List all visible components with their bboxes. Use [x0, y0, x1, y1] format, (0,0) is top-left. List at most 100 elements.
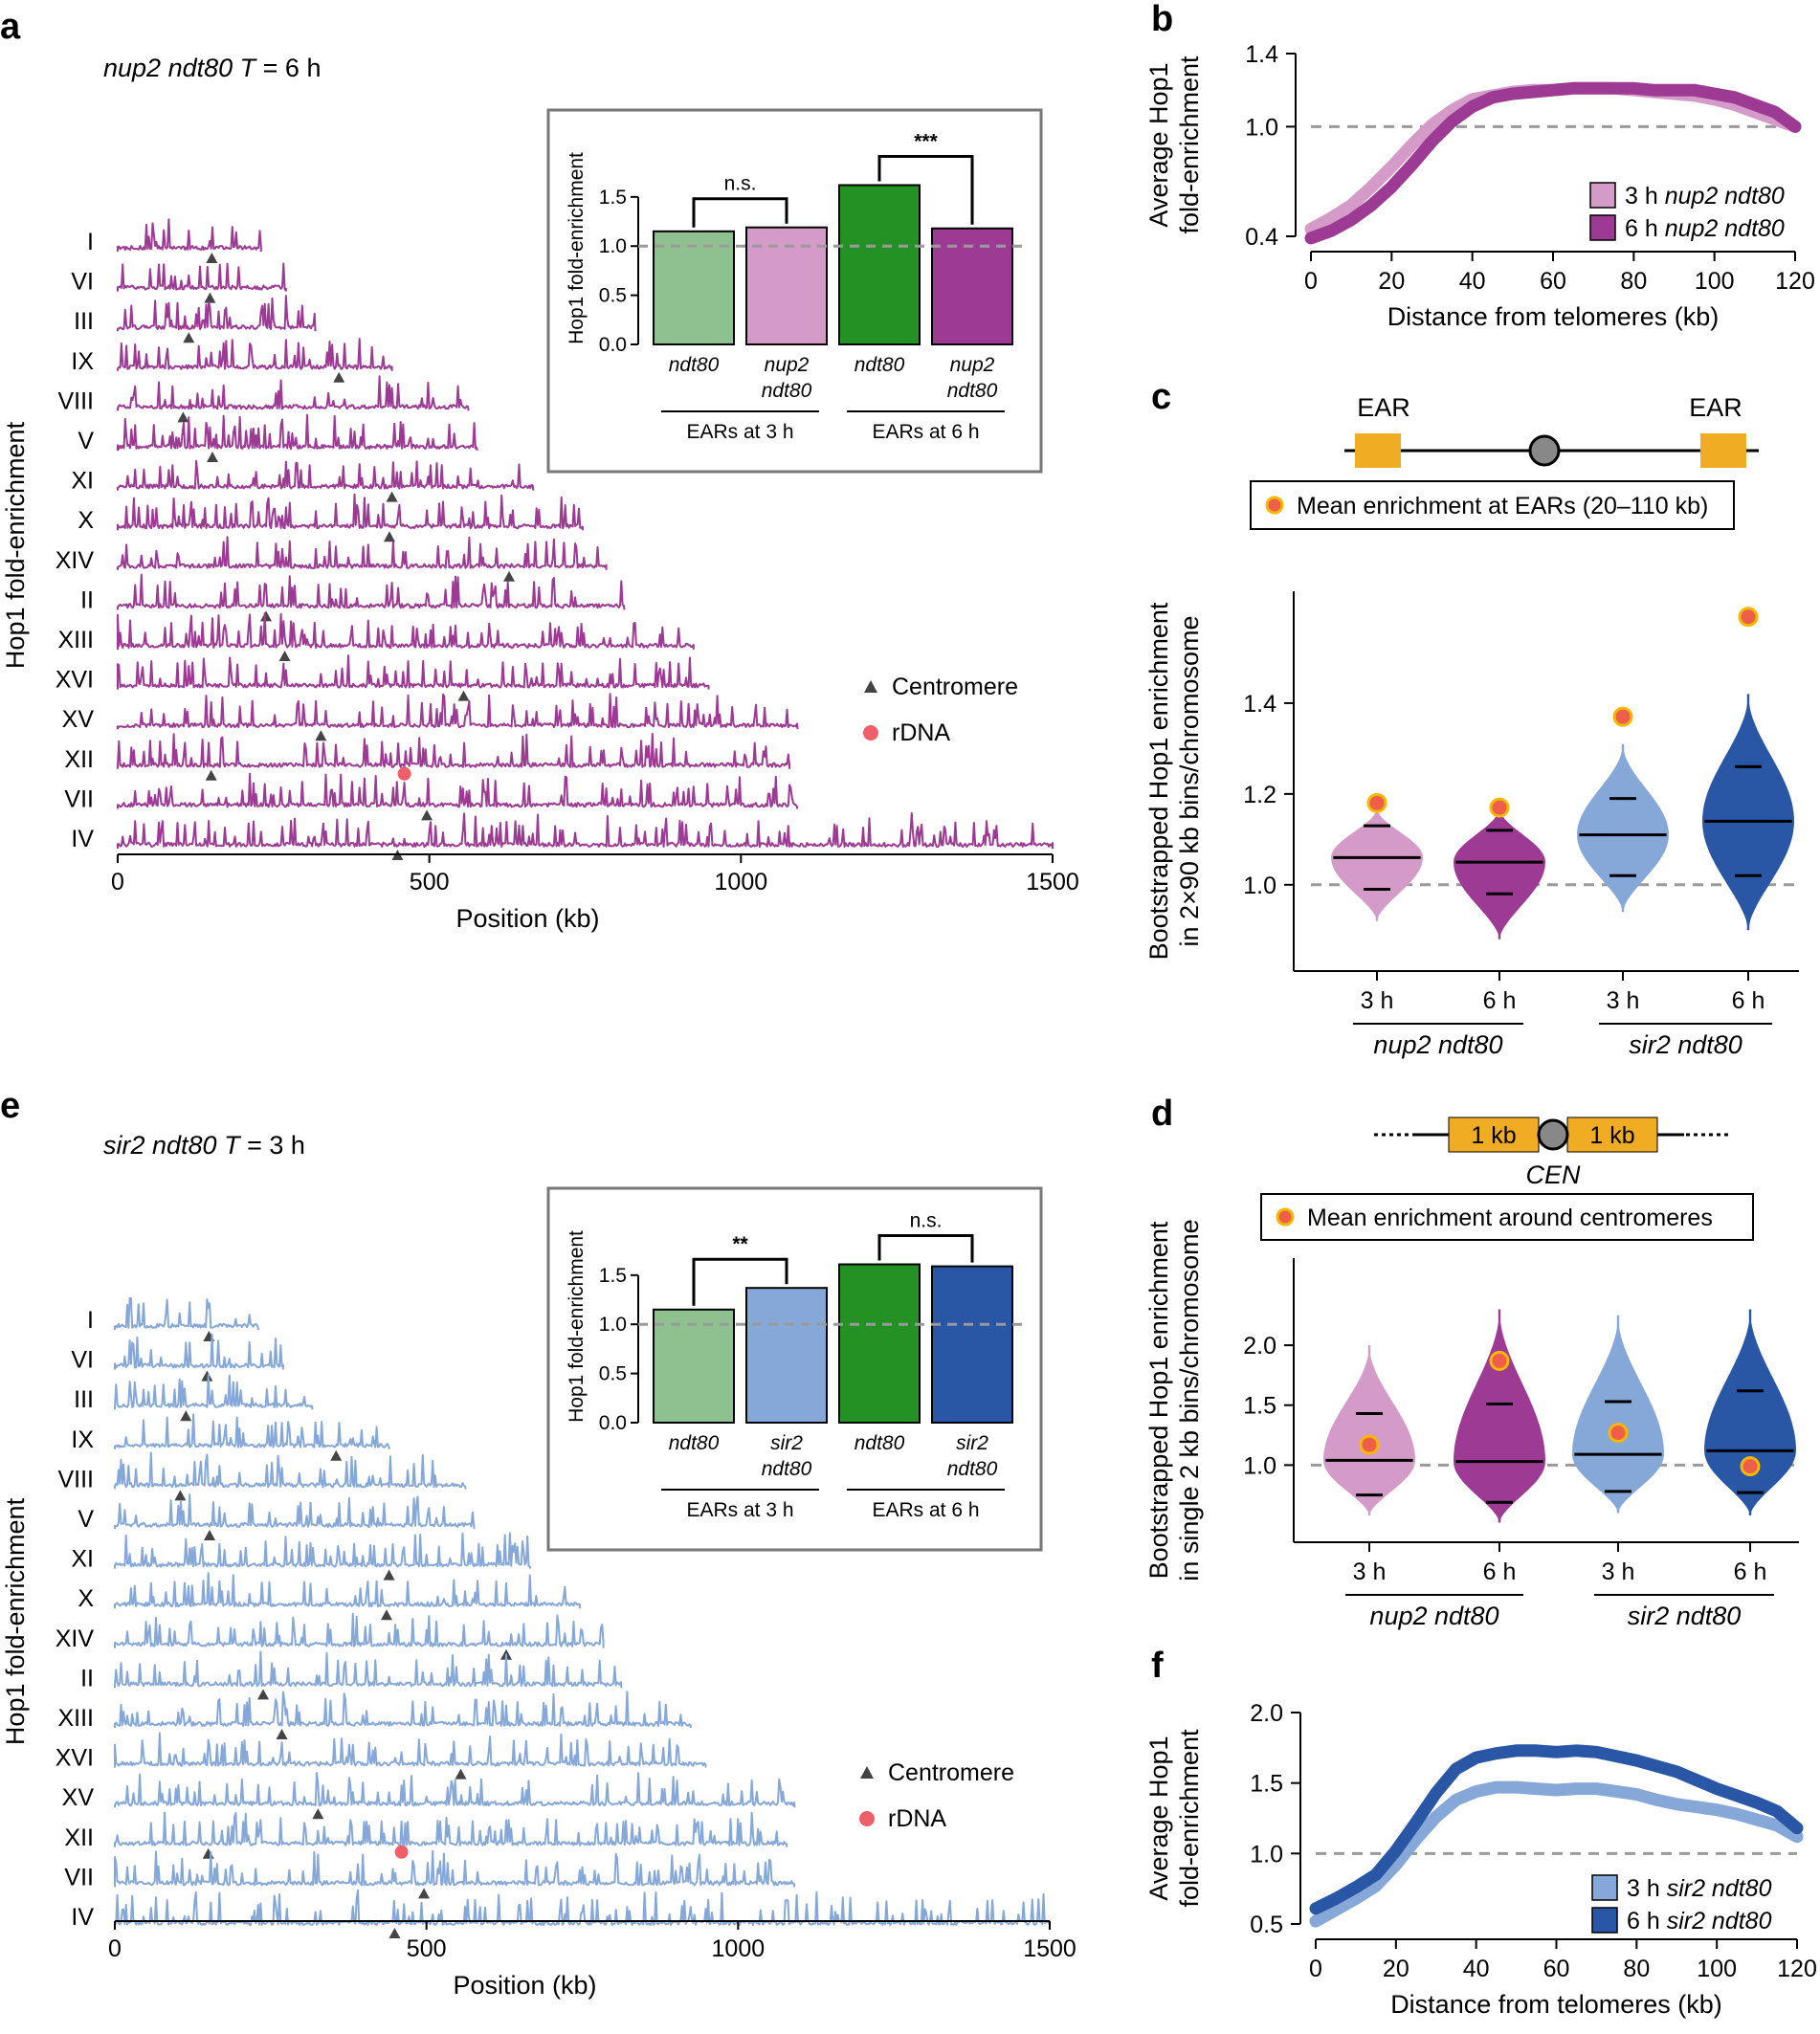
- schematic-kb-block: [1448, 1116, 1540, 1153]
- chromosome-label-X: X: [78, 1585, 94, 1612]
- chromosome-track-XI: [117, 459, 535, 491]
- data-point: [1672, 88, 1676, 93]
- data-point: [1571, 86, 1576, 91]
- panel-a-inset: Hop1 fold-enrichment 0.0 0.5 1.0 1.5 n.s. *** n…: [546, 108, 1043, 474]
- chromosome-label-III: III: [74, 308, 94, 335]
- x-tick-label: 100: [1697, 1956, 1737, 1982]
- inset-category-label: ndt80: [762, 1458, 812, 1480]
- inset-y-tick-label: 0.0: [599, 1412, 627, 1434]
- centromere-marker: [312, 1808, 324, 1820]
- panel-d: d 1 kb 1 kb CEN Mean enrichment around centr…: [1144, 1094, 1799, 1630]
- violin-body: [1323, 1345, 1415, 1515]
- legend-label: 3 h sir2 ndt80: [1627, 1875, 1772, 1902]
- legend-centromere-label: Centromere: [892, 674, 1018, 700]
- chromosome-label-II: II: [80, 1665, 94, 1691]
- violin-mean-point: [1489, 797, 1510, 818]
- chromosome-track-VII: [114, 1849, 795, 1888]
- inset-bar: [838, 184, 921, 345]
- panel-title-part: = 3 h: [240, 1131, 305, 1160]
- centromere-marker: [204, 1530, 216, 1540]
- violin-mean-point: [1738, 607, 1759, 628]
- violin-body: [1704, 1309, 1796, 1515]
- violin-mean-point: [1489, 1350, 1510, 1371]
- data-point: [1634, 1792, 1639, 1797]
- centromere-marker: [202, 1847, 214, 1859]
- chromosome-label-I: I: [87, 229, 94, 255]
- inset-category-label: ndt80: [947, 380, 998, 402]
- data-point: [1594, 1786, 1599, 1791]
- schematic-centromere: [1528, 434, 1561, 467]
- legend-rdna-symbol: [859, 1811, 875, 1826]
- legend-swatch: [1589, 214, 1616, 241]
- centromere-marker: [180, 1410, 192, 1422]
- legend-label: 6 h sir2 ndt80: [1627, 1908, 1772, 1935]
- inset-category-label: ndt80: [762, 380, 812, 402]
- panel-title-part: nup2 ndt80: [103, 54, 233, 82]
- chromosome-label-IX: IX: [71, 348, 94, 375]
- centromere-marker: [383, 1569, 395, 1581]
- centromere-marker: [386, 491, 398, 502]
- chromosome-track-III: [117, 295, 317, 332]
- chromosome-label-X: X: [78, 507, 94, 534]
- data-point: [1309, 227, 1313, 232]
- data-point: [1314, 1919, 1318, 1924]
- data-point: [1735, 1812, 1740, 1817]
- data-point: [1772, 110, 1777, 115]
- data-point: [1474, 1789, 1478, 1794]
- data-point: [1574, 1748, 1579, 1753]
- inset-significance-bracket: [692, 1257, 788, 1306]
- x-tick-label: 0: [1309, 1956, 1322, 1982]
- data-point: [1534, 1786, 1539, 1791]
- y-tick-label: 1.2: [1243, 782, 1276, 808]
- legend-label-part: sir2 ndt80: [1667, 1875, 1772, 1902]
- chromosome-label-XI: XI: [71, 1546, 94, 1573]
- x-tick-label: 40: [1463, 1956, 1490, 1982]
- data-point: [1732, 95, 1737, 99]
- legend-swatch: [1589, 182, 1616, 209]
- legend-mean-symbol: [1276, 1207, 1295, 1227]
- y-axis-label-line1: Bootstrapped Hop1 enrichment: [1144, 602, 1173, 960]
- chromosome-track-XV: [114, 1772, 796, 1808]
- x-tick-label: 0: [111, 869, 124, 895]
- y-axis-label-line2: in 2×90 kb bins/chromosome: [1175, 616, 1204, 947]
- data-point: [1433, 1791, 1438, 1795]
- legend-centromere-label: Centromere: [888, 1759, 1014, 1786]
- data-point: [1494, 1751, 1498, 1756]
- data-point: [1353, 1896, 1358, 1901]
- inset-category-label: ndt80: [855, 1432, 905, 1454]
- inset-significance-label: ***: [914, 131, 938, 153]
- data-point: [1353, 1885, 1358, 1890]
- chromosome-track-V: [114, 1493, 476, 1530]
- legend-mean-label: Mean enrichment at EARs (20–110 kb): [1297, 493, 1708, 520]
- inset-significance-bracket: [877, 1234, 974, 1263]
- inset-y-tick-label: 1.0: [599, 1314, 627, 1336]
- panel-label-f: f: [1151, 1646, 1164, 1686]
- chromosome-track-VII: [117, 772, 798, 809]
- x-tick-label: 80: [1623, 1956, 1650, 1982]
- data-point: [1450, 119, 1454, 123]
- x-tick-label: 6 h: [1483, 987, 1517, 1014]
- violin-body: [1454, 1309, 1545, 1523]
- legend-rdna-symbol: [863, 725, 878, 741]
- y-tick-label: 2.0: [1243, 1333, 1276, 1360]
- chromosome-track-XIV: [117, 536, 608, 570]
- chromosome-label-VII: VII: [64, 1864, 94, 1890]
- data-point: [1470, 104, 1475, 109]
- x-tick-label: 3 h: [1602, 1559, 1635, 1585]
- centromere-marker: [315, 730, 327, 741]
- centromere-marker: [380, 1609, 392, 1621]
- data-point: [1369, 185, 1374, 189]
- chromosome-track-XI: [114, 1532, 532, 1569]
- x-axis-label: Distance from telomeres (kb): [1387, 302, 1720, 331]
- y-tick-label: 1.0: [1250, 1841, 1283, 1868]
- inset-bar: [931, 227, 1013, 346]
- chromosome-label-VIII: VIII: [57, 387, 94, 414]
- inset-category-label: ndt80: [669, 1432, 720, 1454]
- data-point: [1574, 1786, 1579, 1791]
- chromosome-label-XII: XII: [64, 1824, 94, 1851]
- chromosome-label-XIII: XIII: [57, 627, 94, 653]
- y-tick-label: 1.0: [1243, 873, 1276, 899]
- data-point: [1514, 1785, 1519, 1790]
- centromere-marker: [455, 1768, 467, 1780]
